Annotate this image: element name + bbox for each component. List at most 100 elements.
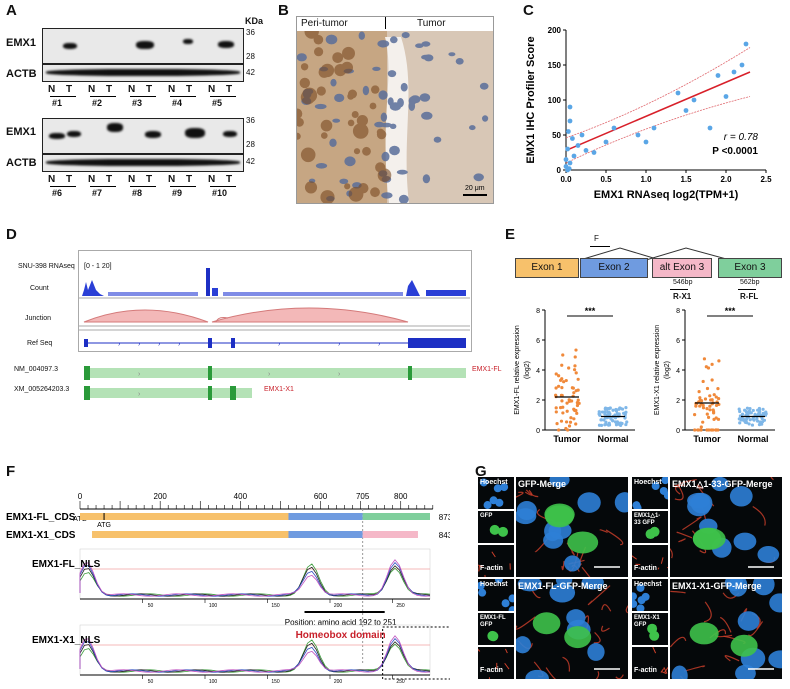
gfp-label: EMX1-X1 GFP [634,615,660,628]
data-point [567,160,573,166]
tumor-point [704,365,708,369]
emx1-label-bottom: EMX1 [6,126,36,138]
tumor-point [698,404,702,408]
normal-point [753,412,757,416]
exon-3: Exon 3 [718,258,782,278]
tumor-point [560,399,564,403]
actb-label-bottom: ACTB [6,157,37,169]
normal-point [741,417,745,421]
data-point [566,166,572,172]
browser-tracks: › › › › › › › › › › › [78,268,470,400]
tumor-point [561,405,565,409]
tumor-point [567,424,572,428]
svg-text:›: › [178,341,181,348]
panel-label-a: A [6,2,17,19]
tumor-point [697,390,701,394]
scale-bar-label: 20 μm [465,185,485,192]
normal-point [597,423,602,427]
merge-panel [670,579,782,679]
tumor-point [717,359,721,363]
normal-point [748,418,752,422]
category-label: Tumor [693,434,721,444]
lane-t: T [106,84,113,95]
panel-label-d: D [6,226,17,243]
group-label: #1 [52,98,63,108]
lane-n: N [88,84,96,95]
lane-t: T [146,84,153,95]
nls-name: EMX1-X1_NLS [32,635,101,646]
nls-curve [79,559,431,597]
ci-upper [565,47,751,139]
blot-actb-top [42,64,244,82]
y-tick-label: 6 [676,338,680,345]
peri-tumor-label: Peri-tumor [301,18,348,29]
normal-point [755,416,759,421]
nls-tick-label: 150 [271,603,280,609]
nls-tick-label: 100 [209,603,218,609]
tumor-point [555,422,559,426]
tumor-point [716,387,720,391]
tumor-point [714,403,719,408]
tumor-point [708,408,712,412]
tumor-point [693,428,697,432]
tumor-point [572,368,577,372]
track-name: SNU-398 RNAseq [18,263,75,270]
tumor-point [561,411,565,415]
marker-42-top: 42 [246,68,255,77]
gfp-label: EMX1△1-33 GFP [634,513,661,526]
group-label: #3 [132,98,143,108]
normal-point [748,407,752,411]
tumor-point [710,362,714,366]
ruler-label: 400 [234,492,248,501]
y-axis-label: EMX1 IHC Profiler Score [525,36,537,163]
homeobox-domain-label: Homeobox domain [296,630,386,641]
data-point [643,139,649,145]
scale-bar [463,194,487,196]
cds-name: EMX1-FL_CDS [6,512,76,523]
normal-point [745,416,749,420]
dot-plot-fl: 0 2 4 6 8 *** Tumor Normal EMX1-FL relative expr… [514,306,635,444]
hoechst-panel [632,477,668,509]
tumor-point [559,419,564,423]
y-tick-label: 8 [536,308,540,315]
hoechst-label: Hoechst [634,479,662,486]
gfp-panel [478,511,514,543]
tumor-point [559,393,564,397]
normal-point [758,420,762,424]
y-tick-label: 4 [536,368,540,375]
tumor-point [561,353,565,357]
group-line [170,96,196,97]
y-tick-label: 50 [552,131,561,140]
normal-point [624,422,628,427]
y-tick-label: 100 [548,96,562,105]
tumor-point [554,410,558,414]
tumor-point [566,428,570,432]
ruler-label: 705 [356,492,370,501]
x-tick-label: 0.0 [560,175,572,184]
normal-point [744,409,748,414]
svg-text:›: › [138,341,141,348]
data-point [575,143,581,148]
nls-curve [79,635,431,673]
tumor-point [557,374,561,378]
primer-r-fl: R-FL [740,292,759,301]
tumor-point [564,378,568,383]
cds-length: 873 bp [439,513,450,522]
tumor-point [710,398,714,402]
svg-text:›: › [338,371,341,378]
tumor-point [575,401,579,405]
tumor-point [565,409,569,413]
tumor-point [570,399,574,403]
normal-point [752,418,756,422]
nls-curve [79,561,431,597]
factin-label: F-actin [480,667,503,674]
marker-36-top: 36 [246,28,255,37]
data-point [563,157,569,162]
tumor-point [694,404,698,408]
dot-plot-x1: 0 2 4 6 8 *** Tumor Normal EMX1-X1 relative expr… [654,306,775,444]
normal-point [747,409,751,414]
nls-tick-label: 50 [148,603,154,609]
lane-n: N [128,174,136,185]
hoechst-label: Hoechst [480,581,508,588]
marker-42-bottom: 42 [246,157,255,166]
